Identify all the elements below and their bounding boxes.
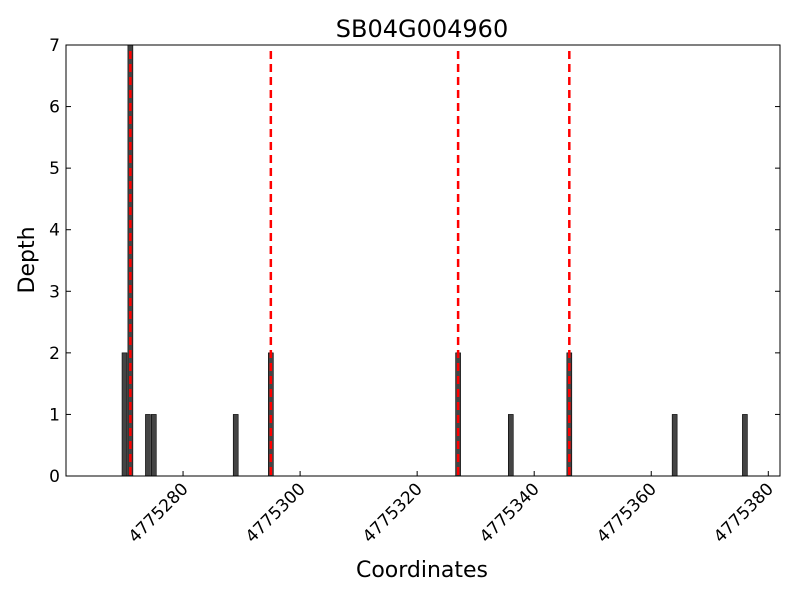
y-tick-label-0: 0 [49,467,60,487]
bar-3 [150,414,157,477]
y-tick-label-3: 3 [49,282,60,302]
y-tick-label-1: 1 [49,405,60,425]
bar-7 [507,414,514,477]
bar-2 [145,414,151,477]
vlines-group [129,51,571,476]
y-axis-ticks: 0 1 2 3 4 5 6 7 [49,36,780,487]
chart-title: SB04G004960 [336,15,508,43]
x-tick-label-1: 4775300 [242,479,310,547]
y-tick-label-7: 7 [49,36,60,56]
x-tick-label-2: 4775320 [359,479,427,547]
bars-group [121,44,748,477]
y-tick-label-6: 6 [49,98,60,118]
plot-frame [65,44,781,477]
y-tick-label-5: 5 [49,159,60,179]
x-tick-label-5: 4775380 [710,479,778,547]
x-tick-label-3: 4775340 [476,479,544,547]
y-tick-label-4: 4 [49,221,60,241]
bar-0 [121,352,128,477]
bar-10 [742,414,748,477]
bar-9 [671,414,678,477]
y-tick-label-2: 2 [49,344,60,364]
x-tick-label-4: 4775360 [593,479,661,547]
x-tick-label-0: 4775280 [125,479,193,547]
x-axis-label: Coordinates [356,558,488,583]
y-axis-label: Depth [15,226,40,293]
x-axis-ticks: 4775280 4775300 4775320 4775340 4775360 47753… [125,471,778,547]
bar-4 [232,414,239,477]
